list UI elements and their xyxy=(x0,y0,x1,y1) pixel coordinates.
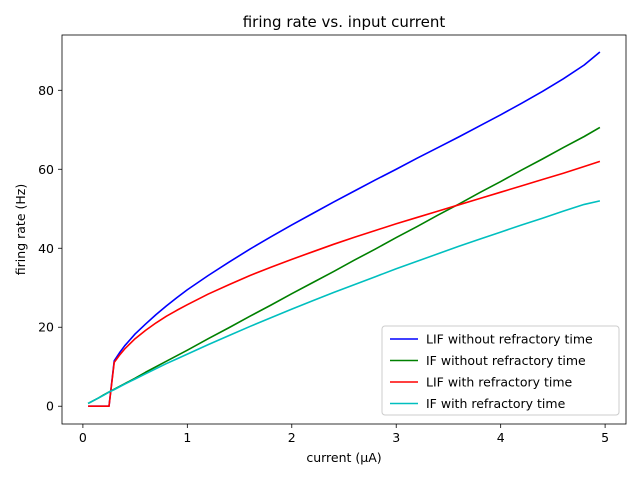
y-tick-label: 40 xyxy=(38,241,54,256)
legend-label: IF without refractory time xyxy=(426,353,586,368)
series-line-4 xyxy=(87,200,601,405)
x-axis-label: current (μA) xyxy=(306,450,381,465)
x-tick-label: 1 xyxy=(183,430,191,445)
y-tick-label: 80 xyxy=(38,83,54,98)
x-tick-label: 4 xyxy=(497,430,505,445)
legend: LIF without refractory time IF without re… xyxy=(381,325,620,416)
legend-label: LIF with refractory time xyxy=(426,375,573,390)
y-tick-label: 0 xyxy=(46,399,54,414)
x-tick-label: 2 xyxy=(288,430,296,445)
y-axis-ticks: 0 20 40 60 80 xyxy=(38,83,62,414)
y-axis-label: firing rate (Hz) xyxy=(13,184,28,275)
x-tick-label: 5 xyxy=(601,430,609,445)
x-axis-ticks: 0 1 2 3 4 5 xyxy=(79,424,609,445)
y-tick-label: 20 xyxy=(38,320,54,335)
legend-label: LIF without refractory time xyxy=(426,332,593,347)
plot-area xyxy=(87,51,601,408)
legend-label: IF with refractory time xyxy=(426,396,566,411)
axes-frame xyxy=(61,34,627,425)
chart-title: firing rate vs. input current xyxy=(243,13,446,31)
x-tick-label: 0 xyxy=(79,430,87,445)
y-tick-label: 60 xyxy=(38,162,54,177)
series-line-3 xyxy=(88,160,601,408)
series-line-1 xyxy=(88,51,601,408)
x-tick-label: 3 xyxy=(392,430,400,445)
legend-frame xyxy=(381,325,620,416)
